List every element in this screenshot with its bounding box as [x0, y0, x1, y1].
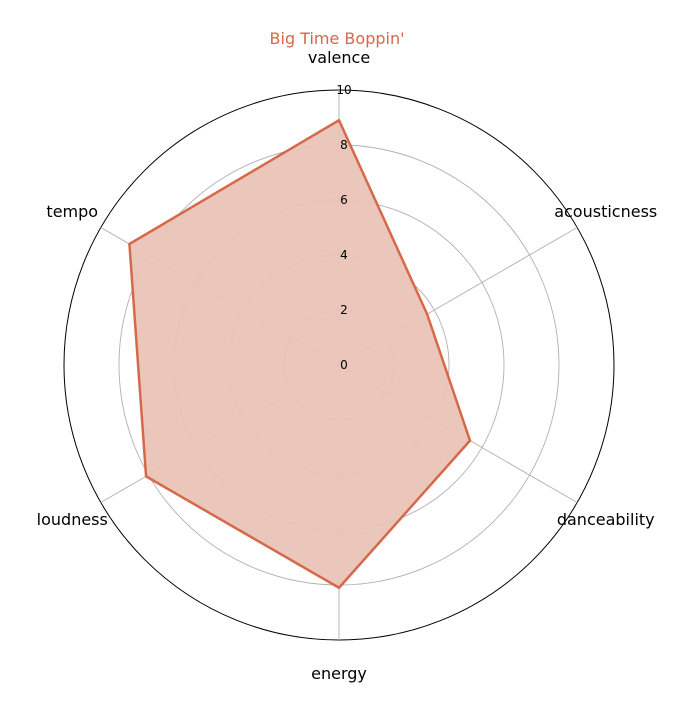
axis-label-loudness: loudness	[37, 510, 108, 529]
data-point-danceability	[468, 439, 472, 442]
chart-title: Big Time Boppin'	[270, 29, 405, 48]
data-point-loudness	[144, 475, 148, 478]
series-layer	[128, 119, 472, 589]
r-tick-label: 6	[340, 193, 348, 207]
r-tick-label: 10	[336, 83, 351, 97]
data-point-acousticness	[425, 312, 429, 316]
radial-tick-labels: 0 2 4 6 8 10	[336, 83, 351, 372]
data-point-tempo	[128, 242, 131, 246]
axis-labels: valence acousticness danceability energy lou…	[37, 48, 658, 683]
axis-label-danceability: danceability	[557, 510, 655, 529]
r-tick-label: 0	[340, 358, 348, 372]
data-point-energy	[337, 586, 341, 589]
axis-label-tempo: tempo	[46, 202, 98, 221]
r-tick-label: 2	[340, 303, 348, 317]
data-point-valence	[337, 119, 341, 122]
axis-label-energy: energy	[311, 664, 367, 683]
r-tick-label: 4	[340, 248, 348, 262]
axis-label-valence: valence	[308, 48, 370, 67]
axis-label-acousticness: acousticness	[554, 202, 657, 221]
r-tick-label: 8	[340, 138, 348, 152]
